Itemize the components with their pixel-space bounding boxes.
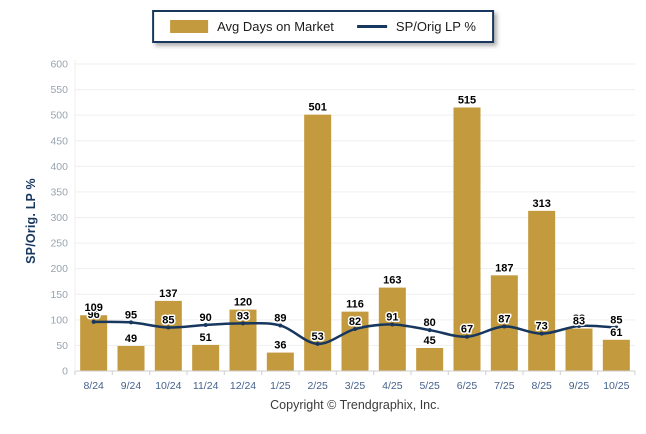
line-point-12/24 [241,321,245,326]
bar-4/25 [378,287,406,371]
x-tick-label: 8/25 [531,380,552,392]
line-point-6/25 [465,334,469,339]
line-point-11/24 [203,322,208,327]
x-tick-label: 7/25 [494,380,515,392]
line-value-label: 53 [312,331,324,343]
bar-12/24 [229,309,257,371]
y-tick-label: 600 [50,59,68,71]
line-value-label: 82 [349,316,361,328]
x-tick-label: 11/24 [193,380,219,392]
bar-9/25 [565,328,593,371]
line-point-9/25 [577,323,581,328]
y-tick-label: 550 [50,84,68,96]
line-point-10/25 [614,325,619,330]
line-value-label: 89 [274,312,286,324]
bar-value-label: 163 [383,275,401,287]
bar-value-label: 515 [458,94,476,106]
line-value-label: 90 [200,312,212,324]
x-tick-label: 9/24 [121,380,142,392]
bar-6/25 [453,107,481,371]
bar-5/25 [416,347,444,371]
bar-value-label: 116 [346,299,364,311]
line-point-2/25 [315,341,320,346]
y-tick-label: 400 [50,161,68,173]
y-tick-label: 300 [50,212,68,224]
line-value-label: 73 [536,321,548,333]
bar-value-label: 109 [84,302,102,314]
line-value-label: 67 [461,324,473,336]
line-point-9/24 [129,320,133,325]
bar-value-label: 36 [274,340,286,352]
bar-series-swatch-icon [170,20,209,33]
bar-8/24 [80,315,108,371]
copyright-text: Copyright © Trendgraphix, Inc. [270,398,440,412]
x-tick-label: 6/25 [457,380,478,392]
y-tick-label: 250 [50,238,68,250]
bar-value-label: 501 [308,102,326,114]
line-value-label: 96 [88,309,100,321]
line-value-label: 80 [424,317,436,329]
x-tick-label: 4/25 [382,380,403,392]
y-tick-label: 0 [62,366,68,378]
line-point-10/24 [166,325,171,330]
line-point-5/25 [427,328,432,333]
bar-value-label: 45 [424,335,436,347]
y-tick-label: 350 [50,186,68,198]
y-tick-label: 150 [50,289,68,301]
line-value-label: 91 [386,311,398,323]
line-value-label: 93 [237,310,249,322]
line-value-label: 85 [162,315,174,327]
legend-bar-label: Avg Days on Market [217,19,334,34]
y-tick-label: 200 [50,263,68,275]
x-tick-label: 1/25 [270,380,291,392]
line-series-swatch-icon [356,25,387,28]
bar-8/25 [528,210,556,371]
bar-value-label: 187 [495,262,513,274]
bar-1/25 [266,352,294,371]
line-value-label: 87 [498,313,510,325]
line-point-1/25 [278,323,283,328]
bar-value-label: 83 [573,316,585,328]
y-tick-label: 450 [50,135,68,147]
bar-value-label: 313 [532,198,550,210]
line-point-8/24 [91,319,96,324]
bar-10/24 [154,300,182,371]
y-tick-label: 50 [56,340,68,352]
bar-11/24 [192,344,220,371]
bar-value-label: 120 [234,297,252,309]
y-axis-title: SP/Orig. LP % [24,178,38,264]
bar-3/25 [341,311,369,371]
bar-7/25 [490,275,518,371]
line-point-8/25 [539,331,544,336]
x-tick-label: 9/25 [569,380,590,392]
line-point-7/25 [502,324,507,329]
bar-value-label: 137 [159,288,177,300]
y-tick-label: 500 [50,110,68,122]
x-tick-label: 12/24 [230,380,256,392]
legend: Avg Days on Market SP/Orig LP % [152,10,494,43]
bar-value-label: 49 [125,333,137,345]
line-value-label: 95 [125,309,137,321]
bar-10/25 [602,339,630,371]
y-tick-label: 100 [50,314,68,326]
bar-value-label: 61 [610,327,622,339]
x-tick-label: 10/25 [603,380,629,392]
line-point-3/25 [353,327,357,332]
bar-2/25 [304,114,332,371]
bar-value-label: 51 [200,332,212,344]
x-tick-label: 10/24 [155,380,181,392]
legend-line-label: SP/Orig LP % [395,19,476,34]
x-tick-label: 3/25 [345,380,366,392]
bar-9/24 [117,345,145,371]
x-tick-label: 5/25 [419,380,440,392]
line-value-label: 88 [573,313,585,325]
line-value-label: 85 [610,315,622,327]
x-tick-label: 8/24 [83,380,104,392]
line-point-4/25 [390,322,395,327]
x-tick-label: 2/25 [307,380,328,392]
